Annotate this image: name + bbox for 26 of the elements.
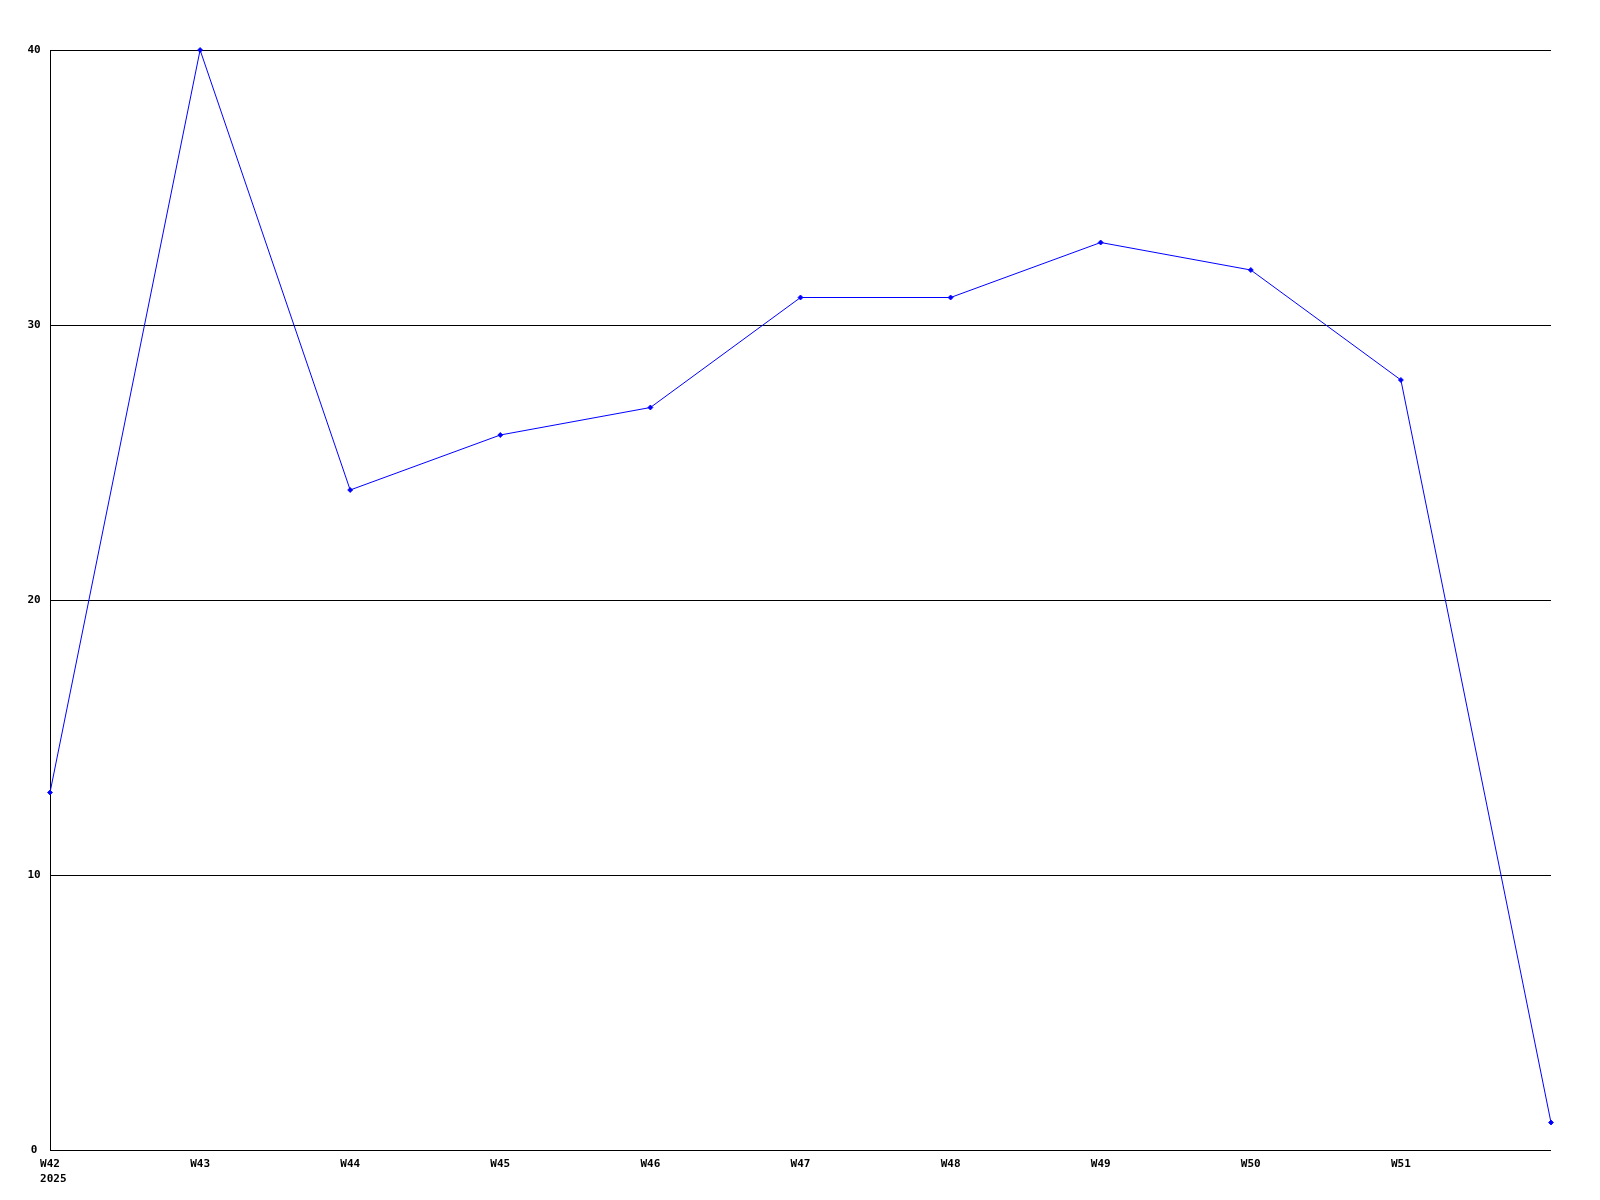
point: [1548, 1119, 1554, 1126]
y-tick-label: 40: [27, 43, 41, 56]
y-tick-label: 0: [30, 1143, 38, 1156]
point: [1247, 267, 1254, 273]
point: [47, 789, 53, 796]
x-tick-label: W46: [640, 1157, 661, 1170]
x-tick-label: W43: [190, 1157, 211, 1170]
y-tick-label: 30: [27, 318, 41, 331]
y-tick-label: 10: [27, 868, 41, 881]
point: [197, 47, 203, 53]
point: [1097, 239, 1104, 246]
x-tick-label: W44: [340, 1157, 361, 1170]
x-tick-label: W47: [790, 1157, 811, 1170]
x-tick-label: W51: [1390, 1157, 1412, 1170]
x-tick-label: W42 2025: [40, 1157, 67, 1185]
x-tick-label: W50: [1240, 1157, 1261, 1170]
point: [347, 487, 354, 493]
x-tick-label: W48: [940, 1157, 961, 1170]
y-tick-label: 20: [27, 593, 41, 606]
point: [947, 294, 954, 301]
point: [497, 432, 504, 438]
x-tick-label: W45: [490, 1157, 511, 1170]
point: [647, 404, 654, 411]
x-tick-label: W49: [1090, 1157, 1111, 1170]
point: [797, 294, 804, 301]
point: [1398, 377, 1404, 383]
